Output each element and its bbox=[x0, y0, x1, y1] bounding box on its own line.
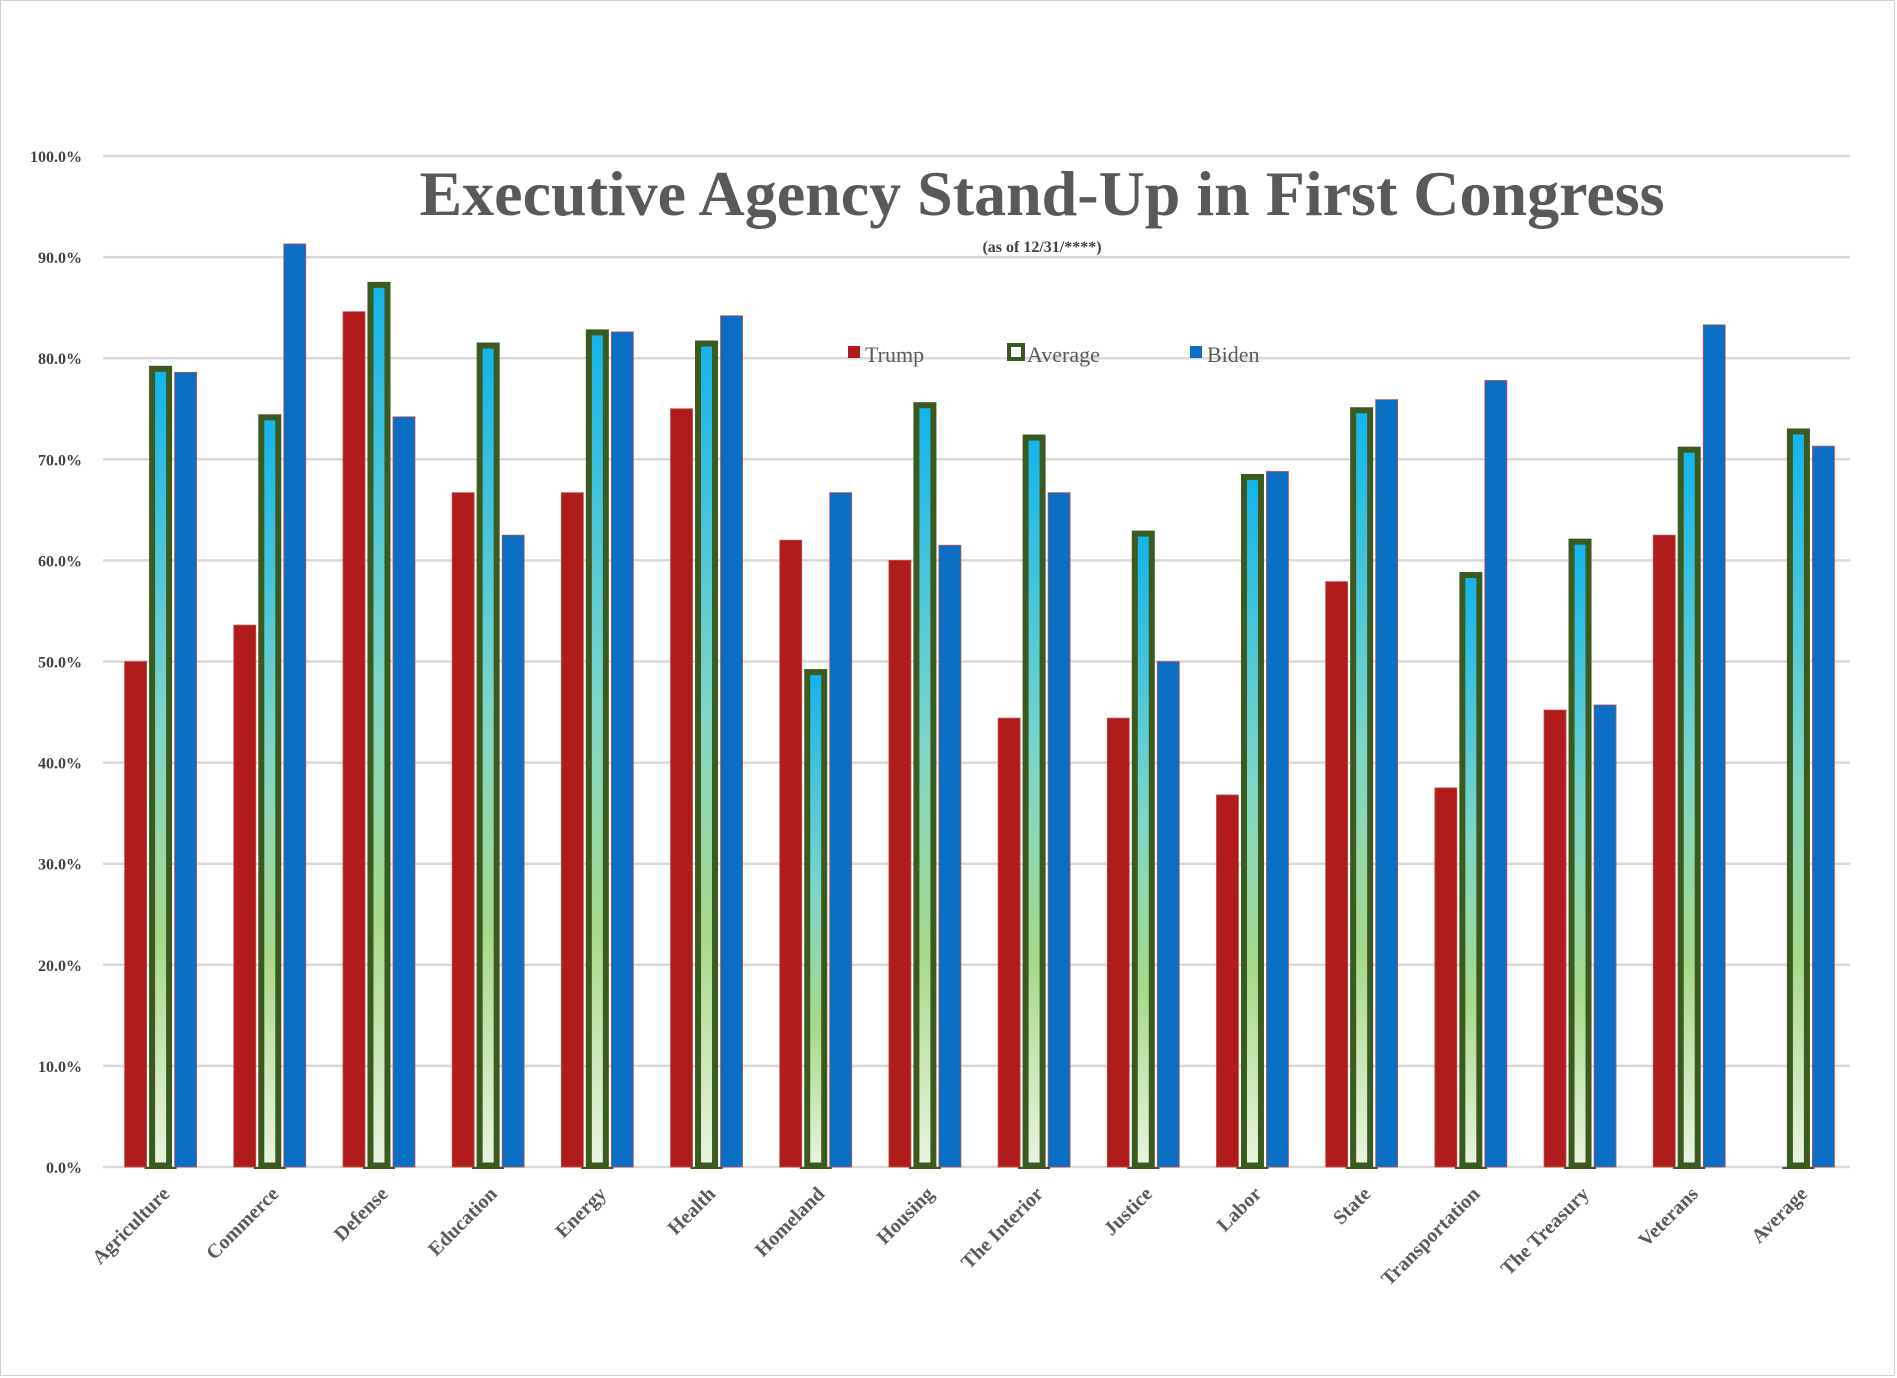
bar-biden bbox=[1702, 324, 1726, 1168]
x-tick-label: Average bbox=[1747, 1183, 1812, 1248]
bar-biden bbox=[174, 371, 197, 1168]
bar-trump bbox=[888, 560, 912, 1168]
legend-label: Average bbox=[1027, 342, 1100, 367]
y-tick-label: 60.0% bbox=[38, 553, 82, 570]
x-tick-label: State bbox=[1329, 1183, 1375, 1229]
bar-average bbox=[367, 281, 391, 1169]
bar-biden bbox=[829, 492, 853, 1168]
x-tick-label: Housing bbox=[873, 1183, 939, 1249]
x-tick-label: Energy bbox=[551, 1183, 611, 1243]
bar-trump bbox=[997, 717, 1021, 1168]
bar-trump bbox=[1434, 787, 1458, 1168]
bar-average bbox=[1677, 446, 1701, 1169]
bar-trump bbox=[779, 539, 803, 1168]
bar-trump bbox=[451, 492, 475, 1168]
y-tick-label: 80.0% bbox=[38, 351, 82, 368]
x-tick-label: Agriculture bbox=[88, 1183, 174, 1269]
legend-swatch-biden bbox=[1190, 346, 1202, 358]
bar-average bbox=[1459, 572, 1483, 1169]
x-tick-label: Veterans bbox=[1634, 1183, 1703, 1252]
bar-average bbox=[913, 402, 937, 1169]
y-tick-label: 100.0% bbox=[30, 149, 82, 166]
bar-biden bbox=[1812, 445, 1835, 1168]
bar-biden bbox=[610, 331, 634, 1168]
legend: Trump Average Biden bbox=[848, 342, 1260, 367]
bar-trump bbox=[560, 492, 584, 1168]
x-tick-label: Justice bbox=[1100, 1183, 1157, 1240]
y-tick-label: 40.0% bbox=[38, 756, 82, 773]
x-tick-label: The Treasury bbox=[1497, 1183, 1594, 1280]
y-tick-label: 0.0% bbox=[46, 1160, 82, 1177]
y-tick-label: 90.0% bbox=[38, 250, 82, 267]
chart-subtitle: (as of 12/31/****) bbox=[982, 239, 1101, 256]
legend-swatch-trump bbox=[848, 346, 860, 358]
legend-label: Trump bbox=[865, 342, 924, 367]
bar-average bbox=[1022, 434, 1046, 1169]
y-axis: 0.0% 10.0% 20.0% 30.0% 40.0% 50.0% 60.0% 70.0% 8… bbox=[30, 149, 82, 1177]
bar-average bbox=[1240, 473, 1264, 1169]
y-tick-label: 20.0% bbox=[38, 958, 82, 975]
bar-biden bbox=[1156, 661, 1180, 1168]
bar-biden bbox=[720, 315, 743, 1168]
bar-average bbox=[585, 329, 609, 1169]
bar-biden bbox=[1266, 471, 1289, 1168]
bar-average bbox=[258, 414, 282, 1169]
bar-trump bbox=[1325, 581, 1349, 1168]
x-tick-label: Labor bbox=[1213, 1183, 1266, 1236]
bar-average bbox=[1131, 530, 1155, 1169]
bar-biden bbox=[501, 534, 525, 1168]
bar-biden bbox=[392, 416, 416, 1168]
x-tick-label: Health bbox=[664, 1183, 720, 1239]
bar-trump bbox=[233, 624, 257, 1168]
x-tick-label: Homeland bbox=[751, 1183, 829, 1261]
bar-average bbox=[1350, 407, 1374, 1169]
y-tick-label: 30.0% bbox=[38, 857, 82, 874]
legend-swatch-average bbox=[1007, 343, 1025, 361]
bar-average bbox=[695, 340, 719, 1169]
x-tick-label: Transportation bbox=[1377, 1183, 1484, 1290]
bar-trump bbox=[1543, 709, 1567, 1168]
bar-trump bbox=[124, 661, 147, 1168]
bars bbox=[124, 243, 1835, 1169]
legend-label: Biden bbox=[1207, 342, 1260, 367]
y-tick-label: 70.0% bbox=[38, 452, 82, 469]
bar-biden bbox=[1484, 380, 1508, 1168]
bar-average bbox=[476, 342, 500, 1169]
bar-average bbox=[804, 669, 828, 1169]
bar-trump bbox=[342, 311, 366, 1168]
bar-trump bbox=[1652, 534, 1676, 1168]
chart-title: Executive Agency Stand-Up in First Congr… bbox=[419, 158, 1664, 229]
y-tick-label: 50.0% bbox=[38, 655, 82, 672]
bar-trump bbox=[670, 408, 693, 1168]
bar-biden bbox=[1047, 492, 1071, 1168]
y-tick-label: 10.0% bbox=[38, 1059, 82, 1076]
bar-average bbox=[149, 365, 173, 1169]
x-tick-label: Defense bbox=[330, 1183, 393, 1246]
bar-biden bbox=[283, 243, 307, 1168]
bar-trump bbox=[1106, 717, 1130, 1168]
bar-average bbox=[1786, 428, 1810, 1169]
bar-biden bbox=[938, 544, 962, 1168]
bar-trump bbox=[1216, 794, 1239, 1168]
bar-biden bbox=[1375, 399, 1399, 1168]
bar-biden bbox=[1593, 704, 1617, 1168]
x-axis: Agriculture Commerce Defense Education Energ… bbox=[88, 1167, 1815, 1290]
x-tick-label: Commerce bbox=[202, 1183, 283, 1264]
bar-average bbox=[1568, 538, 1592, 1169]
x-tick-label: The Interior bbox=[957, 1183, 1048, 1274]
x-tick-label: Education bbox=[424, 1183, 502, 1261]
